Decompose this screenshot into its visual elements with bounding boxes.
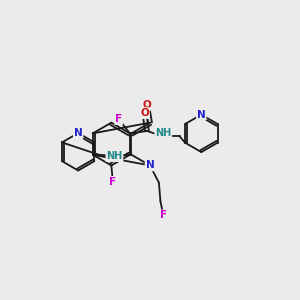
- Text: N: N: [74, 128, 82, 138]
- Text: N: N: [146, 160, 154, 170]
- Text: O: O: [143, 100, 152, 110]
- Text: F: F: [109, 177, 116, 187]
- Text: F: F: [160, 210, 167, 220]
- Text: NH: NH: [106, 151, 123, 161]
- Text: F: F: [115, 114, 122, 124]
- Text: N: N: [197, 110, 206, 120]
- Text: NH: NH: [155, 128, 171, 138]
- Text: O: O: [140, 108, 149, 118]
